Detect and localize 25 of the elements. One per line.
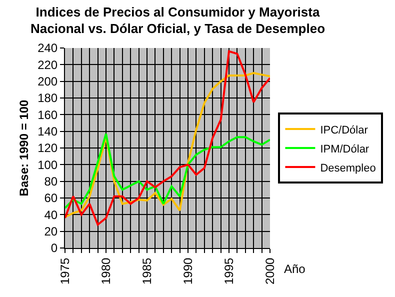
x-tick-label: 1985 (140, 257, 154, 285)
y-tick-label: 100 (38, 158, 58, 172)
y-tick-label: 200 (38, 74, 58, 89)
y-tick-label: 40 (44, 208, 58, 222)
chart-title: Indices de Precios al Consumidor y Mayorista Nacional vs. Dólar Oficial, y Tasa de Desempleo (30, 4, 326, 36)
y-tick-label: 220 (38, 58, 58, 72)
x-tick-label: 1975 (58, 257, 72, 285)
y-tick-label: 20 (44, 224, 58, 239)
x-tick-label: 1980 (98, 257, 113, 285)
x-tick-label: 1995 (222, 257, 236, 285)
legend-label: IPC/Dólar (320, 124, 368, 136)
y-tick-label: 120 (38, 141, 58, 156)
y-axis-title: Base: 1990 = 100 (16, 99, 31, 196)
y-tick-label: 240 (38, 41, 58, 56)
y-tick-label: 180 (38, 91, 58, 106)
y-tick-label: 160 (38, 108, 58, 122)
x-tick-label: 2000 (262, 257, 277, 285)
y-tick-label: 0 (50, 241, 58, 256)
y-tick-label: 80 (44, 174, 58, 189)
x-tick-label: 1990 (180, 257, 195, 285)
y-tick-label: 140 (38, 124, 58, 139)
y-tick-label: 60 (44, 191, 58, 206)
x-axis-title: Año (284, 262, 306, 276)
legend-label: Desempleo (320, 162, 376, 174)
legend-label: IPM/Dólar (320, 143, 370, 156)
